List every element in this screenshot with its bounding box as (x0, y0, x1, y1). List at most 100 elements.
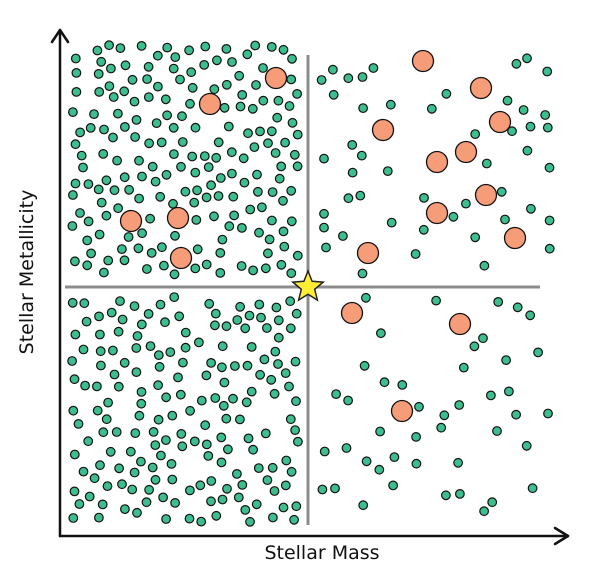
small-dot (141, 497, 152, 508)
small-dot (170, 498, 181, 508)
small-dot (441, 88, 452, 99)
small-dot (290, 425, 301, 436)
small-dot (73, 419, 84, 429)
small-dot (131, 114, 142, 125)
small-dot (173, 372, 183, 383)
small-dot (70, 53, 81, 64)
small-dot (458, 362, 469, 373)
small-dot (436, 422, 447, 433)
small-dot (160, 317, 170, 328)
small-dot (231, 469, 242, 479)
large-dot (264, 66, 288, 90)
small-dot (221, 321, 232, 332)
small-dot (94, 329, 105, 340)
large-dot (448, 312, 472, 336)
small-dot (166, 459, 177, 469)
small-dot (496, 186, 507, 197)
small-dot (144, 484, 155, 495)
large-dot (340, 301, 364, 325)
small-dot (218, 400, 229, 411)
small-dot (229, 361, 240, 371)
small-dot (104, 81, 115, 91)
small-dot (92, 405, 103, 416)
small-dot (251, 499, 262, 510)
small-dot (271, 302, 282, 313)
small-dot (68, 405, 79, 416)
small-dot (542, 66, 553, 77)
small-dot (120, 60, 131, 71)
small-dot (152, 81, 163, 92)
small-dot (78, 344, 89, 355)
small-dot (479, 260, 490, 271)
small-dot (76, 150, 87, 161)
small-dot (286, 216, 297, 227)
small-dot (129, 467, 140, 478)
small-dot (426, 103, 437, 114)
small-dot (206, 496, 216, 507)
small-dot (83, 216, 94, 227)
small-dot (250, 40, 261, 51)
small-dot (69, 256, 80, 267)
small-dot (67, 221, 78, 231)
small-dot (96, 56, 107, 67)
small-dot (267, 187, 278, 198)
small-dot (153, 350, 164, 361)
small-dot (155, 299, 166, 310)
small-dot (115, 43, 126, 53)
small-dot (196, 516, 207, 527)
small-dot (224, 221, 235, 232)
small-dot (285, 323, 296, 334)
small-dot (330, 483, 340, 494)
small-dot (454, 400, 465, 410)
small-dot (117, 314, 128, 325)
small-dot (161, 169, 172, 180)
small-dot (136, 398, 147, 409)
small-dot (290, 356, 301, 367)
small-dot (68, 513, 79, 523)
large-dot (425, 201, 449, 225)
y-axis-arrowhead (50, 28, 70, 44)
small-dot (237, 480, 248, 490)
small-dot (215, 268, 226, 278)
small-dot (104, 40, 114, 51)
small-dot (102, 481, 113, 492)
small-dot (201, 370, 212, 381)
small-dot (69, 449, 80, 460)
small-dot (161, 514, 172, 524)
small-dot (125, 446, 136, 457)
small-dot (143, 92, 154, 102)
small-dot (86, 248, 96, 259)
small-dot (119, 121, 130, 132)
small-dot (518, 105, 529, 115)
small-dot (206, 476, 217, 486)
small-dot (119, 86, 130, 97)
small-dot (213, 191, 224, 201)
small-dot (216, 432, 227, 443)
small-dot (189, 197, 200, 208)
small-dot (169, 269, 180, 280)
small-dot (119, 255, 130, 266)
small-dot (237, 89, 248, 100)
small-dot (411, 458, 422, 469)
small-dot (266, 374, 277, 385)
small-dot (246, 386, 257, 397)
small-dot (389, 452, 400, 463)
small-dot (246, 342, 257, 352)
small-dot (361, 292, 371, 303)
small-dot (136, 41, 147, 51)
small-dot (95, 360, 106, 371)
small-dot (156, 242, 167, 253)
small-dot (176, 161, 186, 172)
small-dot (355, 190, 366, 201)
small-dot (292, 161, 303, 172)
small-dot (174, 311, 185, 322)
small-dot (291, 308, 302, 319)
small-dot (177, 441, 188, 452)
large-dot (390, 399, 414, 423)
small-dot (103, 255, 114, 266)
small-dot (158, 492, 169, 503)
small-dot (284, 381, 294, 392)
small-dot (155, 450, 166, 461)
small-dot (273, 332, 284, 343)
small-dot (522, 145, 533, 156)
